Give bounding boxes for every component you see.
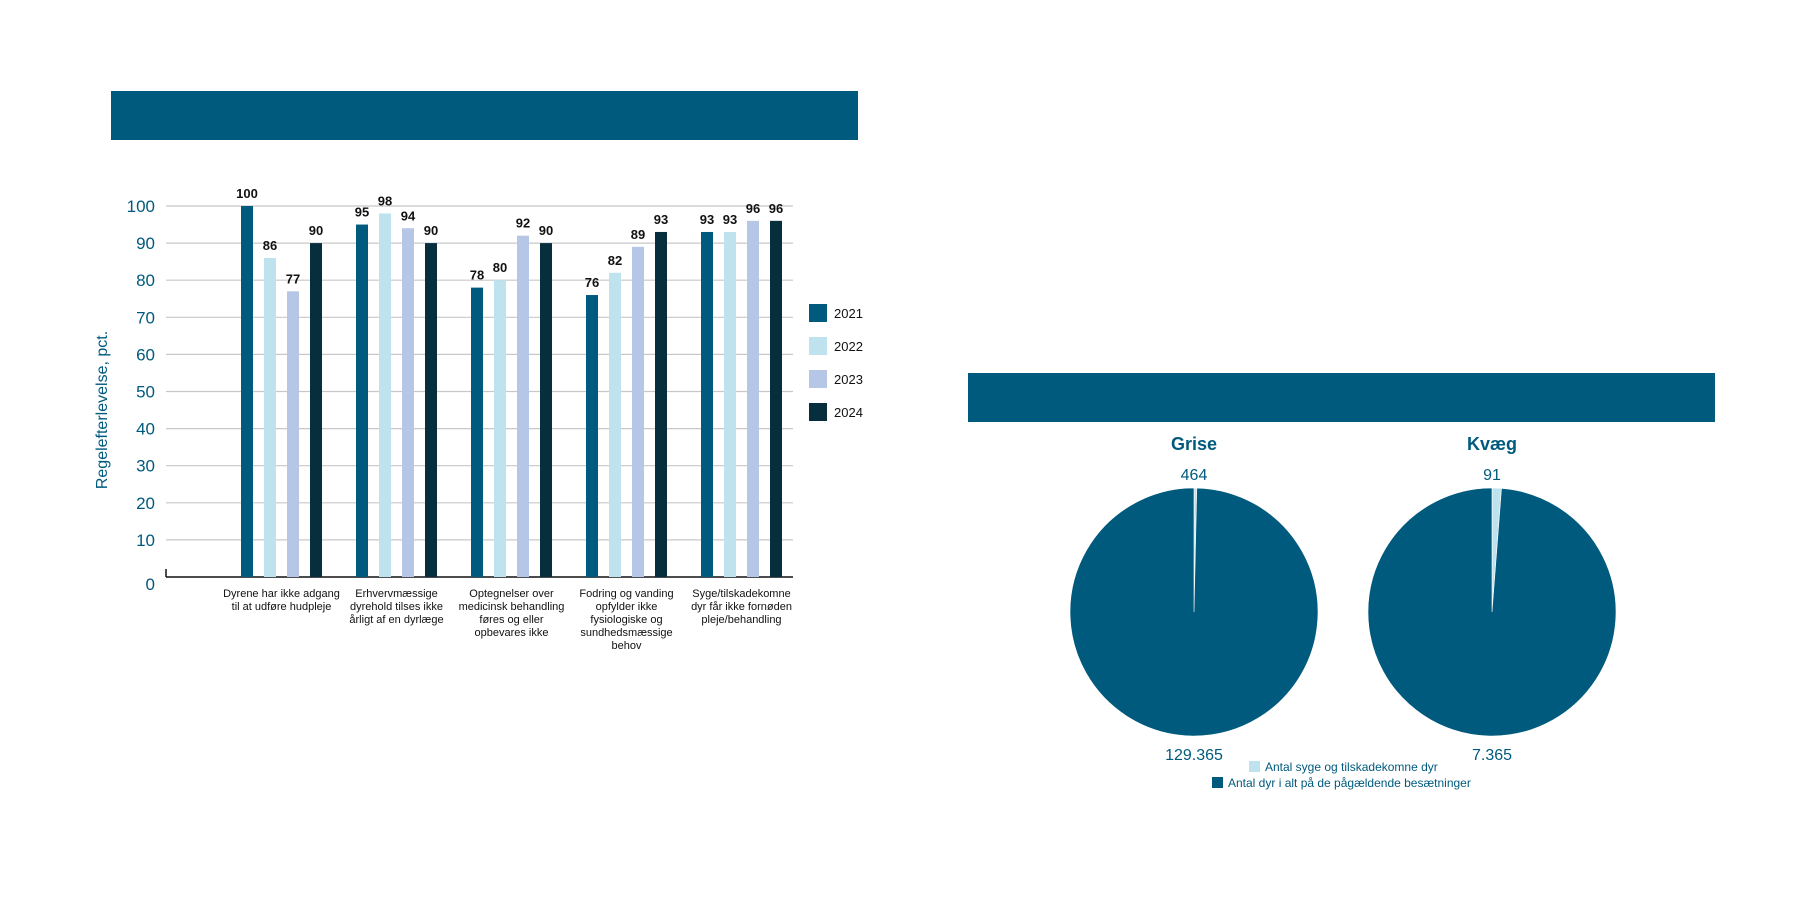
- bar-2024: [770, 220, 782, 577]
- bar-2022: [379, 213, 391, 578]
- legend-swatch-2024: [809, 403, 827, 421]
- pie-legend-swatch: [1249, 761, 1260, 772]
- y-axis-label: Regelefterlevelse, pct.: [94, 331, 111, 489]
- x-category-label-line: opbevares ikke: [475, 627, 549, 639]
- bar-value-label: 95: [355, 205, 369, 220]
- bar-2023: [287, 291, 299, 577]
- y-tick-label: 0: [146, 575, 155, 594]
- x-category-label-line: pleje/behandling: [701, 614, 781, 626]
- pie-chart-header-banner: [968, 373, 1715, 422]
- bar-2021: [471, 287, 483, 577]
- pie-slice: [1193, 487, 1198, 613]
- x-category-label-line: Erhvervmæssige: [355, 588, 438, 600]
- bar-value-label: 90: [539, 223, 553, 238]
- bar-value-label: 82: [608, 253, 622, 268]
- x-category-label-line: årligt af en dyrlæge: [349, 614, 443, 626]
- x-category-label-line: til at udføre hudpleje: [232, 601, 332, 613]
- bar-2024: [540, 243, 552, 577]
- y-tick-label: 90: [136, 234, 155, 253]
- x-category-label: Optegnelser over medicinsk behandling føre…: [459, 588, 565, 639]
- legend-swatch-2023: [809, 370, 827, 388]
- bar-2024: [310, 243, 322, 577]
- y-tick-label: 70: [136, 308, 155, 327]
- bar-value-label: 93: [654, 212, 668, 227]
- pie-legend-label: Antal dyr i alt på de pågældende besætni…: [1228, 776, 1471, 790]
- x-category-label-line: medicinsk behandling: [459, 601, 565, 613]
- pie-title: Grise: [1171, 434, 1217, 454]
- legend-label-2024: 2024: [834, 405, 863, 420]
- x-category-label: Fodring og vanding opfylder ikke fysiologi…: [579, 588, 673, 652]
- bar-2023: [632, 246, 644, 577]
- x-category-label-line: dyrehold tilses ikke: [350, 601, 443, 613]
- legend-label-2023: 2023: [834, 372, 863, 387]
- bar-value-label: 94: [401, 208, 416, 223]
- bar-chart-header-banner: [111, 91, 858, 140]
- bar-2021: [356, 224, 368, 578]
- bar-2023: [747, 220, 759, 577]
- pie-small-value: 91: [1483, 467, 1501, 484]
- bar-2023: [402, 228, 414, 577]
- x-category-label-line: fysiologiske og: [590, 614, 662, 626]
- pie-large-value: 129.365: [1165, 747, 1223, 764]
- bar-value-label: 76: [585, 275, 599, 290]
- bar-value-label: 80: [493, 260, 507, 275]
- x-category-label-line: opfylder ikke: [596, 601, 658, 613]
- bar-value-label: 86: [263, 238, 277, 253]
- x-category-label: Syge/tilskadekomne dyr får ikke fornøden p…: [691, 588, 792, 626]
- x-category-label-line: dyr får ikke fornøden: [691, 601, 792, 613]
- x-category-label-line: Syge/tilskadekomne: [692, 588, 790, 600]
- x-category-label: Dyrene har ikke adgang til at udføre hudp…: [223, 588, 340, 613]
- x-category-label-line: behov: [612, 640, 642, 652]
- pie-title: Kvæg: [1467, 434, 1517, 454]
- y-tick-label: 40: [136, 420, 155, 439]
- pie-slice: [1491, 487, 1502, 613]
- bar-value-label: 90: [309, 223, 323, 238]
- x-category-label-line: sundhedsmæssige: [580, 627, 672, 639]
- x-category-label-line: Optegnelser over: [469, 588, 554, 600]
- bar-value-label: 96: [769, 201, 783, 216]
- x-category-label: Erhvervmæssige dyrehold tilses ikke årligt…: [349, 588, 443, 626]
- pie-legend-label: Antal syge og tilskadekomne dyr: [1265, 760, 1438, 774]
- bar-value-label: 78: [470, 268, 484, 283]
- y-tick-label: 10: [136, 531, 155, 550]
- bar-value-label: 89: [631, 227, 645, 242]
- y-tick-label: 60: [136, 345, 155, 364]
- bar-2021: [701, 231, 713, 577]
- bar-value-label: 92: [516, 216, 530, 231]
- legend-swatch-2022: [809, 337, 827, 355]
- bar-value-label: 93: [700, 212, 714, 227]
- bar-2021: [586, 295, 598, 577]
- bar-value-label: 98: [378, 193, 392, 208]
- pie-slice: [1367, 487, 1617, 737]
- bar-2023: [517, 235, 529, 577]
- bar-2022: [494, 280, 506, 577]
- x-category-label-line: føres og eller: [479, 614, 544, 626]
- legend-label-2021: 2021: [834, 306, 863, 321]
- y-tick-label: 20: [136, 494, 155, 513]
- y-tick-label: 100: [127, 197, 155, 216]
- bar-2022: [609, 272, 621, 577]
- legend-label-2022: 2022: [834, 339, 863, 354]
- bar-2022: [724, 231, 736, 577]
- bar-value-label: 90: [424, 223, 438, 238]
- pie-small-value: 464: [1181, 467, 1208, 484]
- x-category-label-line: Fodring og vanding: [579, 588, 673, 600]
- bar-2021: [241, 206, 253, 577]
- bar-2024: [655, 231, 667, 577]
- pie-legend-swatch: [1212, 777, 1223, 788]
- bar-value-label: 96: [746, 201, 760, 216]
- y-tick-label: 30: [136, 457, 155, 476]
- y-tick-label: 80: [136, 271, 155, 290]
- legend-swatch-2021: [809, 304, 827, 322]
- bar-2024: [425, 243, 437, 577]
- bar-value-label: 93: [723, 212, 737, 227]
- x-category-label-line: Dyrene har ikke adgang: [223, 588, 340, 600]
- bar-value-label: 77: [286, 271, 300, 286]
- pie-large-value: 7.365: [1472, 747, 1512, 764]
- bar-value-label: 100: [236, 186, 258, 201]
- y-tick-label: 50: [136, 383, 155, 402]
- bar-2022: [264, 257, 276, 577]
- bar-chart: 0 10 20 30 40 50 60 70 80 90 100 Regelefterlevelse,…: [94, 186, 863, 652]
- pie-slice: [1069, 487, 1319, 737]
